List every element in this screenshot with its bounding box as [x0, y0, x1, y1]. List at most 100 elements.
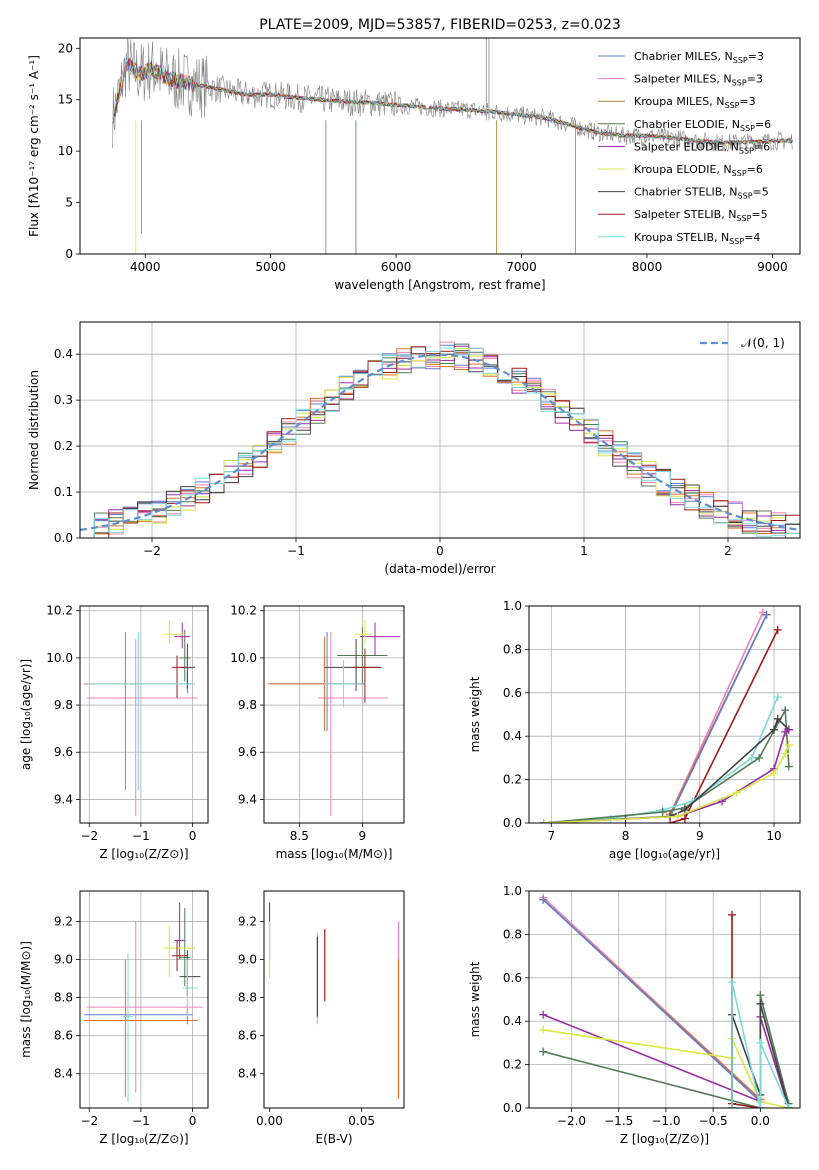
x-axis-label: age [log₁₀(age/yr)] — [609, 847, 720, 861]
y-tick-label: 0.4 — [503, 1014, 522, 1028]
weight-line — [731, 981, 790, 1108]
x-tick-label: 9000 — [757, 260, 788, 274]
errorbar-point — [164, 620, 185, 644]
x-tick-label: −0.5 — [699, 1114, 728, 1128]
weight-line — [669, 629, 779, 823]
y-tick-label: 10.2 — [46, 604, 73, 618]
plot-area — [539, 608, 793, 823]
x-tick-label: −2 — [80, 829, 98, 843]
errorbar-point — [84, 959, 198, 1097]
errorbar-point — [171, 940, 188, 971]
weight-marker — [680, 814, 689, 823]
grid — [264, 606, 404, 823]
weight-marker — [773, 714, 782, 723]
errorbar-point — [174, 902, 185, 960]
x-axis-label: Z [log₁₀(Z/Z⊙)] — [620, 1132, 709, 1146]
x-tick-label: 0 — [189, 829, 197, 843]
x-tick-label: −1 — [132, 829, 150, 843]
errorbar-point — [270, 631, 365, 732]
x-tick-label: 9 — [359, 829, 367, 843]
x-tick-label: 0.00 — [256, 1114, 283, 1128]
weight-marker — [539, 1010, 548, 1019]
y-tick-label: 0.2 — [503, 1058, 522, 1072]
y-tick-label: 0.6 — [503, 686, 522, 700]
weight-line — [543, 696, 779, 823]
errorbar-point — [179, 672, 193, 694]
weight-marker — [773, 625, 782, 634]
weight-marker — [773, 693, 782, 702]
x-tick-label: 10 — [766, 829, 781, 843]
weight-marker — [658, 808, 667, 817]
y-tick-label: 9.0 — [54, 953, 73, 967]
plot-area — [267, 620, 401, 816]
x-tick-label: 7000 — [506, 260, 537, 274]
y-tick-label: 0 — [65, 247, 73, 261]
plot-area — [84, 620, 198, 816]
x-tick-label: 5000 — [255, 260, 286, 274]
y-tick-label: 0.8 — [503, 927, 522, 941]
errorbar-point — [84, 1005, 193, 1025]
weight-marker — [755, 753, 764, 762]
weight-marker — [728, 910, 737, 919]
y-tick-label: 0.0 — [503, 1101, 522, 1115]
panel-age-vs-z: −2 −1 0 9.4 9.6 9.8 10.0 10.2 Z [log₁₀(Z/Z⊙)] age… — [19, 604, 209, 861]
y-tick-label: 9.2 — [238, 914, 257, 928]
weight-marker — [728, 1104, 737, 1108]
y-tick-label: 0.3 — [54, 393, 73, 407]
legend-label: Kroupa ELODIE, NSSP=6 — [634, 163, 763, 178]
legend-label: Salpeter MILES, NSSP=3 — [634, 73, 763, 88]
y-tick-label: 9.6 — [54, 745, 73, 759]
weight-marker — [539, 895, 548, 904]
y-tick-label: 9.6 — [238, 745, 257, 759]
weight-marker — [784, 740, 793, 749]
grid — [80, 606, 208, 823]
axes-frame — [263, 605, 405, 824]
chart-title: PLATE=2009, MJD=53857, FIBERID=0253, z=0… — [259, 17, 621, 33]
y-tick-label: 20 — [58, 41, 73, 55]
histogram-step — [80, 343, 800, 538]
panel-mass-vs-ebv: 0.00 0.05 8.4 8.6 8.8 9.0 9.2 E(B-V) — [238, 890, 405, 1146]
y-tick-label: 0.2 — [503, 773, 522, 787]
x-tick-label: 0 — [189, 1114, 197, 1128]
x-axis-label: wavelength [Angstrom, rest frame] — [334, 278, 545, 292]
errorbar-point — [122, 953, 134, 1103]
y-tick-label: 1.0 — [503, 599, 522, 613]
weight-marker — [781, 749, 790, 758]
y-tick-label: 8.8 — [54, 991, 73, 1005]
weight-marker — [747, 753, 756, 762]
plot-area — [80, 341, 800, 538]
errorbar-point — [354, 620, 373, 644]
weight-marker — [770, 725, 779, 734]
weight-marker — [756, 1038, 765, 1047]
histogram-step — [80, 345, 800, 538]
y-tick-label: 0.4 — [54, 347, 73, 361]
legend-label: Chabrier MILES, NSSP=3 — [634, 50, 764, 65]
grid — [529, 605, 800, 824]
weight-line — [669, 614, 768, 817]
y-tick-label: 0.0 — [54, 531, 73, 545]
weight-marker — [728, 978, 737, 987]
axes-frame — [528, 605, 801, 824]
axes-frame — [79, 37, 801, 255]
y-axis-label: mass weight — [468, 676, 482, 752]
plot-area — [112, 38, 793, 254]
y-tick-label: 9.0 — [238, 953, 257, 967]
x-tick-label: −1.5 — [604, 1114, 633, 1128]
histogram-step — [80, 348, 800, 538]
weight-marker — [784, 1104, 793, 1108]
weight-marker — [539, 1047, 548, 1056]
y-axis-label: mass weight — [468, 961, 482, 1037]
x-tick-label: 9 — [696, 829, 704, 843]
axes-frame — [263, 890, 405, 1109]
errorbar-point — [324, 660, 363, 708]
x-tick-label: 0.05 — [348, 1114, 375, 1128]
errorbar-point — [86, 921, 203, 1093]
legend-label: Kroupa STELIB, NSSP=4 — [634, 231, 760, 246]
weight-marker — [781, 706, 790, 715]
x-axis-label: mass [log₁₀(M/M⊙)] — [276, 847, 393, 861]
x-tick-label: −2 — [80, 1114, 98, 1128]
errorbar-point — [171, 655, 185, 698]
y-tick-label: 10 — [58, 144, 73, 158]
legend-label: Chabrier STELIB, NSSP=5 — [634, 186, 769, 201]
